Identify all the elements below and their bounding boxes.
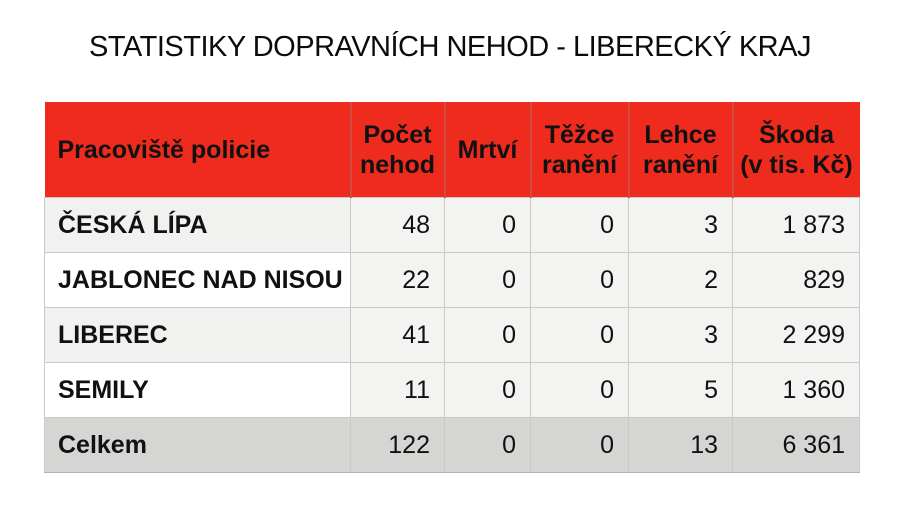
row-value-cell: 2: [628, 252, 733, 308]
row-value-cell: 0: [444, 307, 531, 363]
table-row-jablonec-nad-nisou: JABLONEC NAD NISOU 22 0 0 2 829: [44, 252, 860, 308]
column-header-mrtvi: Mrtví: [444, 102, 532, 198]
column-header-pracoviste-policie: Pracoviště policie: [44, 102, 352, 198]
page-title: STATISTIKY DOPRAVNÍCH NEHOD - LIBERECKÝ …: [89, 31, 811, 63]
column-header-skoda: Škoda (v tis. Kč): [732, 102, 860, 198]
table-header-row: Pracoviště policie Počet nehod Mrtví Těž…: [44, 102, 860, 198]
row-value-cell: 22: [350, 252, 445, 308]
row-value-cell: 5: [628, 362, 733, 418]
row-value-cell: 11: [350, 362, 445, 418]
row-value-cell: 41: [350, 307, 445, 363]
table-total-row: Celkem 122 0 0 13 6 361: [44, 417, 860, 473]
row-name-cell: JABLONEC NAD NISOU: [44, 252, 351, 308]
row-value-cell: 0: [444, 197, 531, 253]
total-value-cell: 6 361: [732, 417, 860, 473]
row-value-cell: 0: [530, 252, 629, 308]
row-value-cell: 1 360: [732, 362, 860, 418]
row-name-cell: LIBEREC: [44, 307, 351, 363]
total-label-cell: Celkem: [44, 417, 351, 473]
table-row-semily: SEMILY 11 0 0 5 1 360: [44, 362, 860, 418]
row-value-cell: 3: [628, 197, 733, 253]
row-value-cell: 0: [530, 197, 629, 253]
accident-stats-table: Pracoviště policie Počet nehod Mrtví Těž…: [44, 102, 860, 473]
total-value-cell: 0: [530, 417, 629, 473]
row-value-cell: 0: [530, 362, 629, 418]
row-value-cell: 0: [444, 252, 531, 308]
total-value-cell: 122: [350, 417, 445, 473]
row-value-cell: 0: [530, 307, 629, 363]
row-value-cell: 0: [444, 362, 531, 418]
column-header-lehce-raneni: Lehce ranění: [628, 102, 734, 198]
row-value-cell: 829: [732, 252, 860, 308]
table-row-ceska-lipa: ČESKÁ LÍPA 48 0 0 3 1 873: [44, 197, 860, 253]
total-value-cell: 0: [444, 417, 531, 473]
row-value-cell: 3: [628, 307, 733, 363]
row-name-cell: SEMILY: [44, 362, 351, 418]
total-value-cell: 13: [628, 417, 733, 473]
row-value-cell: 2 299: [732, 307, 860, 363]
table-row-liberec: LIBEREC 41 0 0 3 2 299: [44, 307, 860, 363]
column-header-tezce-raneni: Těžce ranění: [530, 102, 630, 198]
row-value-cell: 1 873: [732, 197, 860, 253]
column-header-pocet-nehod: Počet nehod: [350, 102, 446, 198]
row-name-cell: ČESKÁ LÍPA: [44, 197, 351, 253]
row-value-cell: 48: [350, 197, 445, 253]
